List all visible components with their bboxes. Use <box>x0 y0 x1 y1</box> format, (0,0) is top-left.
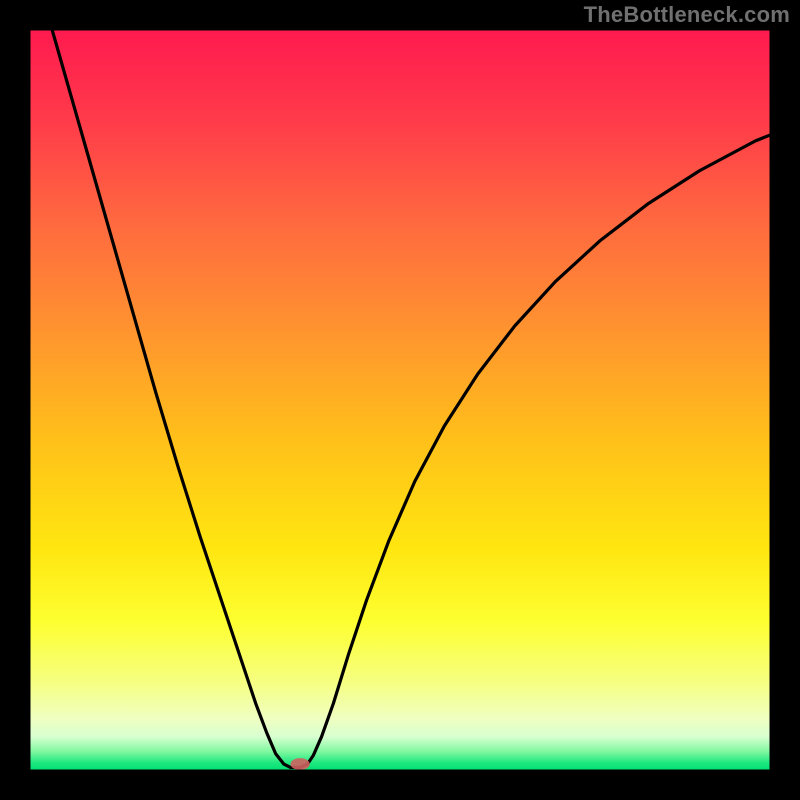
chart-svg <box>0 0 800 800</box>
watermark-text: TheBottleneck.com <box>584 2 790 28</box>
bottleneck-chart: TheBottleneck.com <box>0 0 800 800</box>
optimal-point-marker <box>290 758 309 770</box>
